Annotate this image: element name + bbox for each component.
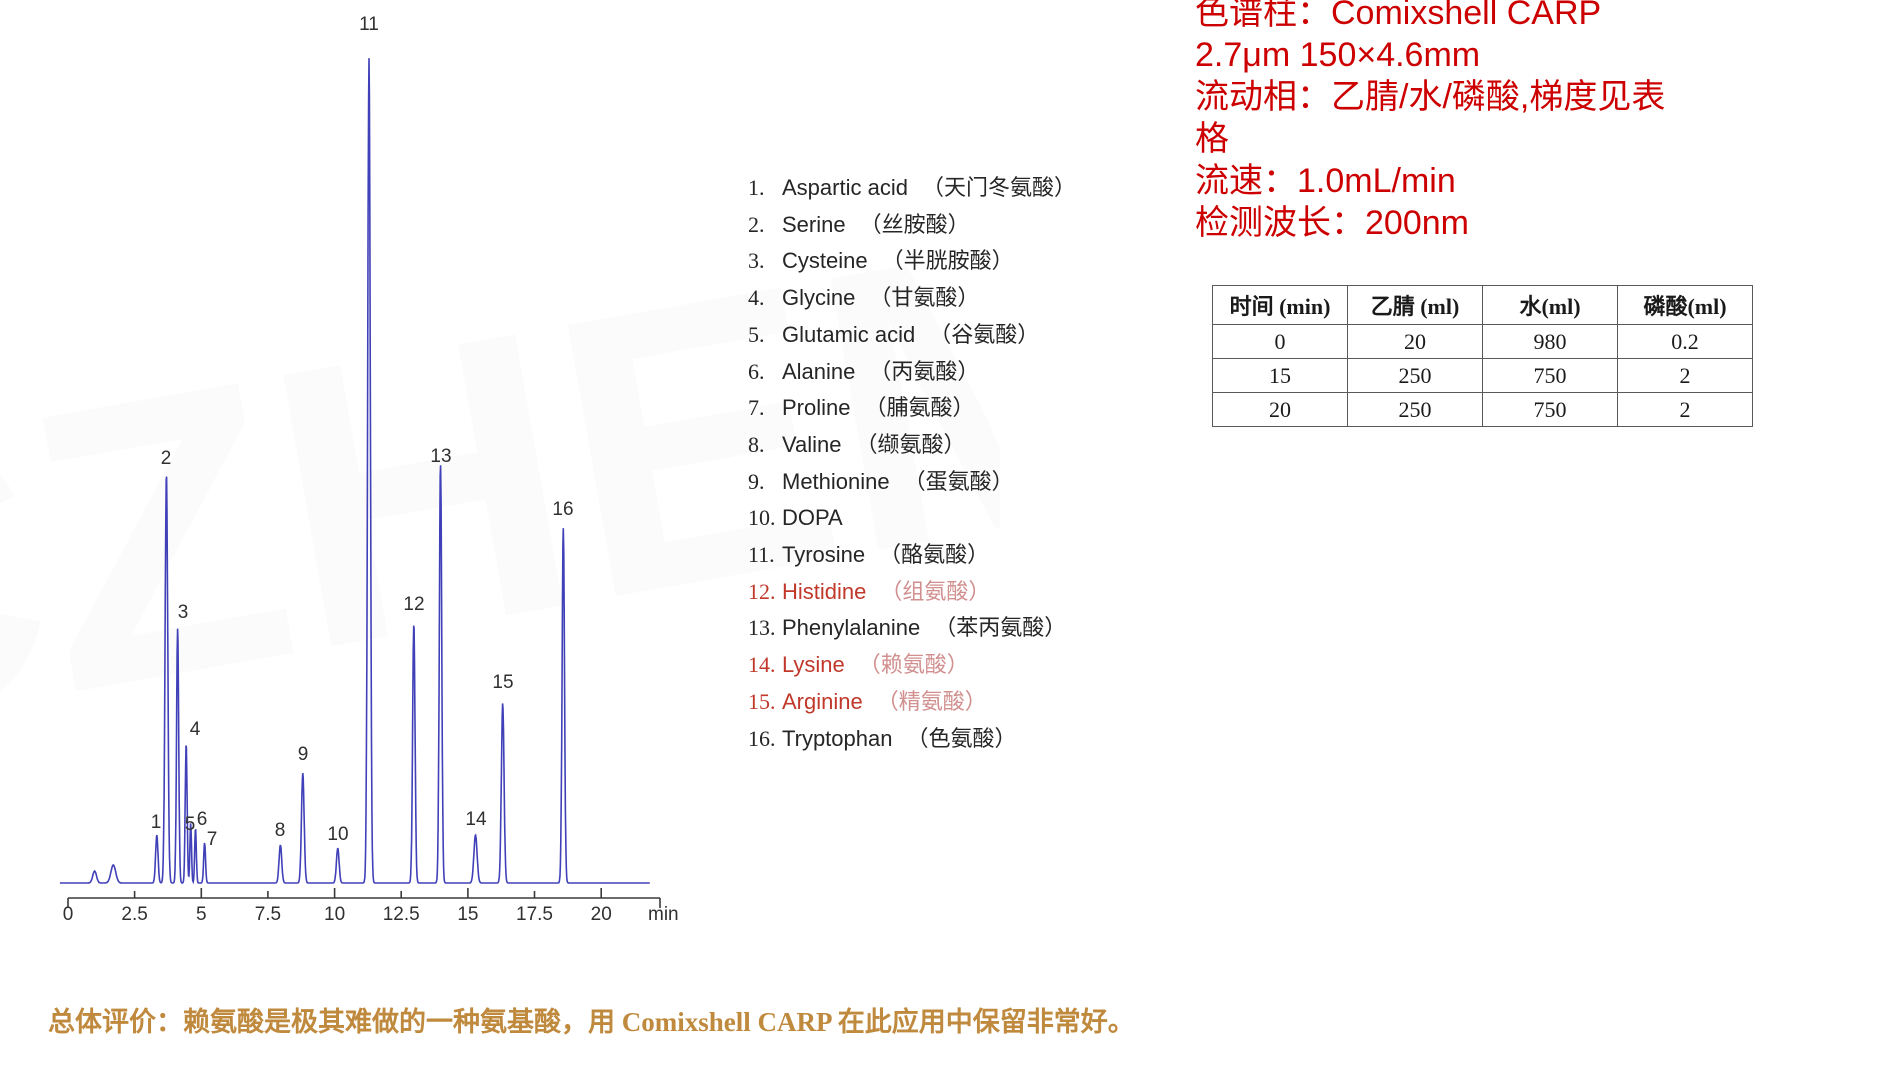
svg-text:7: 7 [207, 829, 218, 850]
svg-text:5: 5 [185, 814, 196, 835]
svg-text:10: 10 [324, 904, 345, 925]
svg-text:20: 20 [591, 904, 612, 925]
svg-text:17.5: 17.5 [516, 904, 553, 925]
svg-text:12: 12 [403, 594, 424, 615]
svg-text:13: 13 [430, 446, 451, 467]
svg-text:0: 0 [63, 904, 74, 925]
svg-text:15: 15 [457, 904, 478, 925]
svg-text:12.5: 12.5 [383, 904, 420, 925]
svg-text:14: 14 [465, 809, 487, 830]
svg-text:4: 4 [190, 719, 201, 740]
svg-text:9: 9 [298, 744, 309, 765]
svg-text:15: 15 [492, 672, 513, 693]
svg-text:min: min [648, 904, 679, 925]
svg-text:1: 1 [151, 812, 162, 833]
svg-text:3: 3 [178, 602, 189, 623]
svg-text:6: 6 [197, 809, 208, 830]
svg-text:8: 8 [275, 820, 286, 841]
svg-text:2.5: 2.5 [121, 904, 147, 925]
svg-text:16: 16 [552, 499, 573, 520]
svg-text:2: 2 [161, 448, 172, 469]
svg-text:11: 11 [359, 14, 379, 35]
svg-text:5: 5 [196, 904, 207, 925]
svg-text:7.5: 7.5 [255, 904, 281, 925]
svg-text:10: 10 [327, 824, 348, 845]
